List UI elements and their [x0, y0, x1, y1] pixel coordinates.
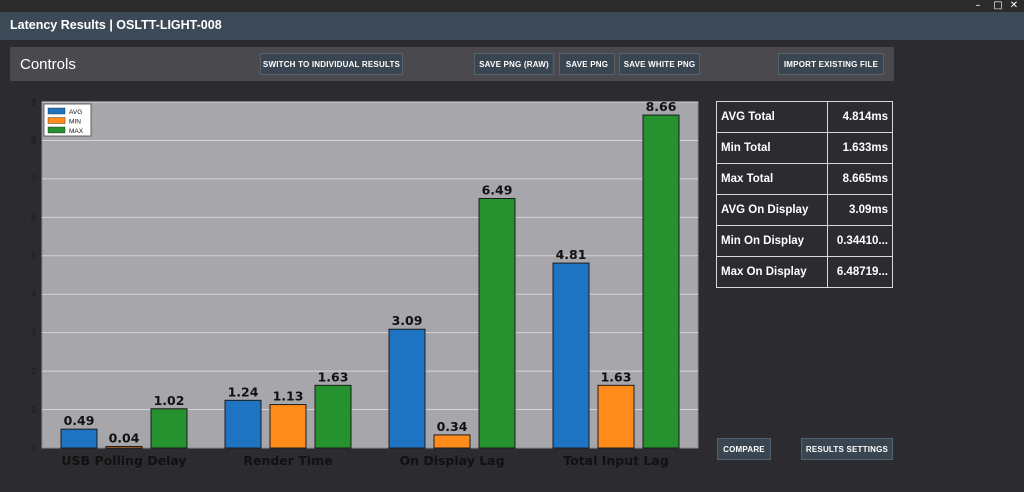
- stats-row: Max Total 8.665ms: [715, 163, 893, 195]
- bar-min: [269, 404, 307, 449]
- y-tick-label: 2: [31, 366, 36, 376]
- category-label: On Display Lag: [399, 453, 504, 468]
- stat-label: Max Total: [715, 163, 829, 195]
- legend-swatch-avg: [47, 107, 66, 115]
- legend-swatch-min: [47, 117, 66, 124]
- bar-max: [478, 197, 516, 449]
- bar-max: [150, 408, 188, 449]
- controls-bar: Controls: [10, 47, 894, 81]
- bar-avg: [60, 428, 98, 449]
- latency-chart-svg: 0 1 2 3 4 5 6 7 8 9 0.49 0.04 1.02 USB Polling Delay 1…: [31, 97, 699, 468]
- y-tick-label: 4: [31, 289, 36, 299]
- data-label: 3.09: [392, 313, 423, 328]
- bar-avg: [552, 262, 590, 449]
- data-label: 6.49: [482, 182, 513, 197]
- data-label: 1.02: [154, 393, 185, 408]
- stat-value: 8.665ms: [827, 163, 893, 195]
- window-top-strip: [0, 0, 1024, 12]
- bar-max: [642, 114, 680, 449]
- legend-label: MAX: [69, 128, 84, 135]
- category-label: Total Input Lag: [563, 453, 669, 468]
- y-tick-label: 0: [31, 443, 36, 453]
- latency-chart: 0 1 2 3 4 5 6 7 8 9 0.49 0.04 1.02 USB Polling Delay 1…: [0, 90, 710, 470]
- y-tick-label: 6: [31, 212, 36, 222]
- y-tick-label: 5: [31, 251, 36, 261]
- window-title: Latency Results | OSLTT-LIGHT-008: [10, 18, 222, 32]
- save-png-button[interactable]: SAVE PNG: [559, 53, 615, 75]
- category-label: USB Polling Delay: [61, 453, 186, 468]
- data-label: 8.66: [646, 99, 677, 114]
- data-label: 0.34: [437, 419, 468, 434]
- y-tick-label: 7: [31, 174, 36, 184]
- stats-row: Min On Display 0.34410...: [715, 225, 893, 257]
- stat-value: 0.34410...: [827, 225, 893, 257]
- data-label: 0.04: [109, 430, 140, 445]
- data-label: 4.81: [556, 247, 587, 262]
- data-label: 1.63: [318, 369, 349, 384]
- stat-label: Min On Display: [715, 225, 829, 257]
- save-white-png-button[interactable]: SAVE WHITE PNG: [619, 53, 700, 75]
- controls-title: Controls: [20, 56, 76, 73]
- bar-min: [433, 434, 471, 449]
- switch-to-individual-results-button[interactable]: SWITCH TO INDIVIDUAL RESULTS: [260, 53, 403, 75]
- data-label: 1.13: [273, 389, 304, 404]
- results-settings-button[interactable]: RESULTS SETTINGS: [801, 438, 893, 460]
- stat-value: 4.814ms: [827, 101, 893, 133]
- stat-label: AVG On Display: [715, 194, 829, 226]
- bar-min: [105, 445, 143, 449]
- legend-label: AVG: [69, 109, 82, 116]
- stat-value: 1.633ms: [827, 132, 893, 164]
- minimize-icon[interactable]: –: [975, 0, 981, 11]
- bar-max: [314, 384, 352, 449]
- bar-avg: [224, 399, 262, 449]
- close-icon[interactable]: ✕: [1009, 0, 1019, 11]
- maximize-icon[interactable]: □: [993, 0, 1003, 11]
- data-label: 0.49: [64, 413, 95, 428]
- stats-row: AVG On Display 3.09ms: [715, 194, 893, 226]
- stats-row: AVG Total 4.814ms: [715, 101, 893, 133]
- data-label: 1.24: [228, 384, 259, 399]
- y-tick-label: 1: [31, 405, 36, 415]
- import-existing-file-button[interactable]: IMPORT EXISTING FILE: [778, 53, 884, 75]
- stat-value: 3.09ms: [827, 194, 893, 226]
- stats-row: Min Total 1.633ms: [715, 132, 893, 164]
- stat-label: AVG Total: [715, 101, 829, 133]
- title-bar: [0, 12, 1024, 40]
- stat-label: Min Total: [715, 132, 829, 164]
- stats-row: Max On Display 6.48719...: [715, 256, 893, 288]
- save-png-raw-button[interactable]: SAVE PNG (RAW): [474, 53, 554, 75]
- stat-label: Max On Display: [715, 256, 829, 288]
- bar-avg: [388, 328, 426, 449]
- y-tick-label: 9: [31, 97, 36, 107]
- compare-button[interactable]: COMPARE: [717, 438, 771, 460]
- y-tick-label: 3: [31, 328, 36, 338]
- legend-swatch-max: [47, 126, 66, 134]
- bar-min: [597, 384, 635, 449]
- y-tick-label: 8: [31, 135, 36, 145]
- category-label: Render Time: [243, 453, 332, 468]
- legend-label: MIN: [69, 119, 81, 126]
- stat-value: 6.48719...: [827, 256, 893, 288]
- stats-table: AVG Total 4.814ms Min Total 1.633ms Max To…: [715, 101, 893, 288]
- data-label: 1.63: [601, 369, 632, 384]
